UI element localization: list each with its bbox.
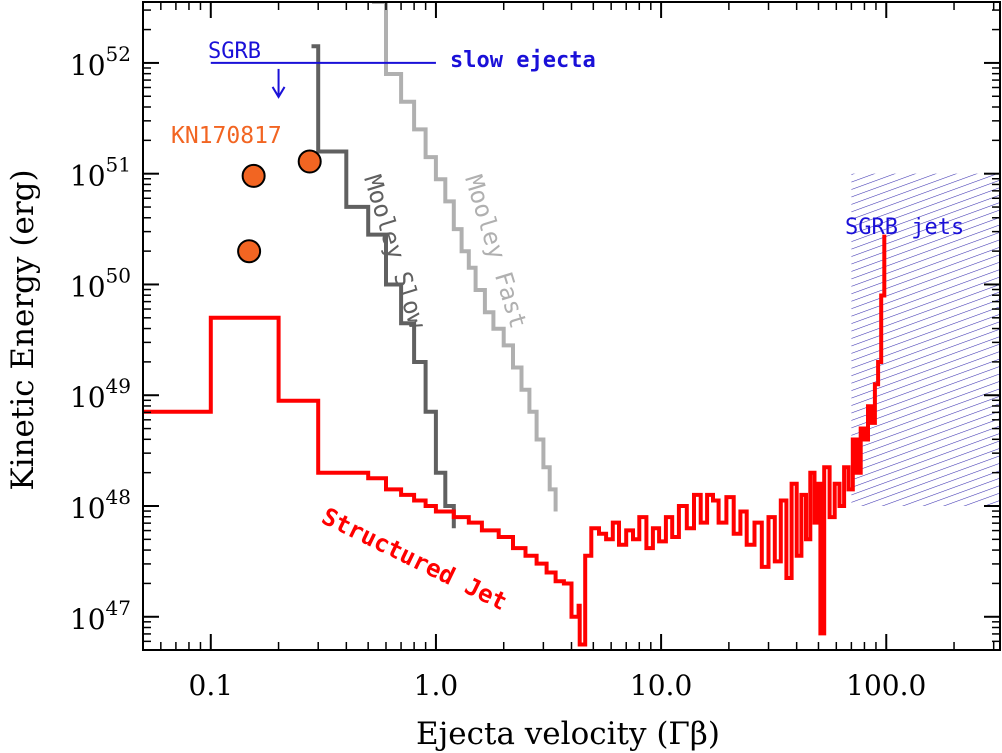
series-line-mooley-slow <box>311 44 456 529</box>
x-tick-label: 0.1 <box>189 669 234 702</box>
slow-ejecta-label: slow ejecta <box>450 48 596 73</box>
series-line-structured-jet <box>143 234 887 647</box>
sgrb-label: SGRB <box>208 39 261 64</box>
y-tick-label: 1050 <box>70 263 131 303</box>
sgrb-limit-arrow-head <box>271 86 286 99</box>
kn170817-point-2 <box>241 163 266 188</box>
kn170817-point-3 <box>297 149 322 174</box>
x-tick-label: 10.0 <box>630 669 692 702</box>
series-line-mooley-fast <box>372 2 558 512</box>
y-tick-label: 1049 <box>70 374 131 414</box>
y-tick-label: 1048 <box>70 485 131 525</box>
x-tick-label: 1.0 <box>414 669 459 702</box>
sgrb-jets-region <box>851 173 1000 506</box>
y-axis-label: Kinetic Energy (erg) <box>5 169 41 490</box>
sgrb-jets-label: SGRB jets <box>845 215 964 240</box>
kn170817-label: KN170817 <box>171 123 282 149</box>
y-tick-label: 1052 <box>70 42 131 82</box>
y-tick-label: 1047 <box>70 596 131 636</box>
kn170817-point-1 <box>237 239 262 264</box>
y-tick-label: 1051 <box>70 153 131 193</box>
x-tick-label: 100.0 <box>846 669 926 702</box>
x-axis-label: Ejecta velocity (Γβ) <box>416 716 720 752</box>
